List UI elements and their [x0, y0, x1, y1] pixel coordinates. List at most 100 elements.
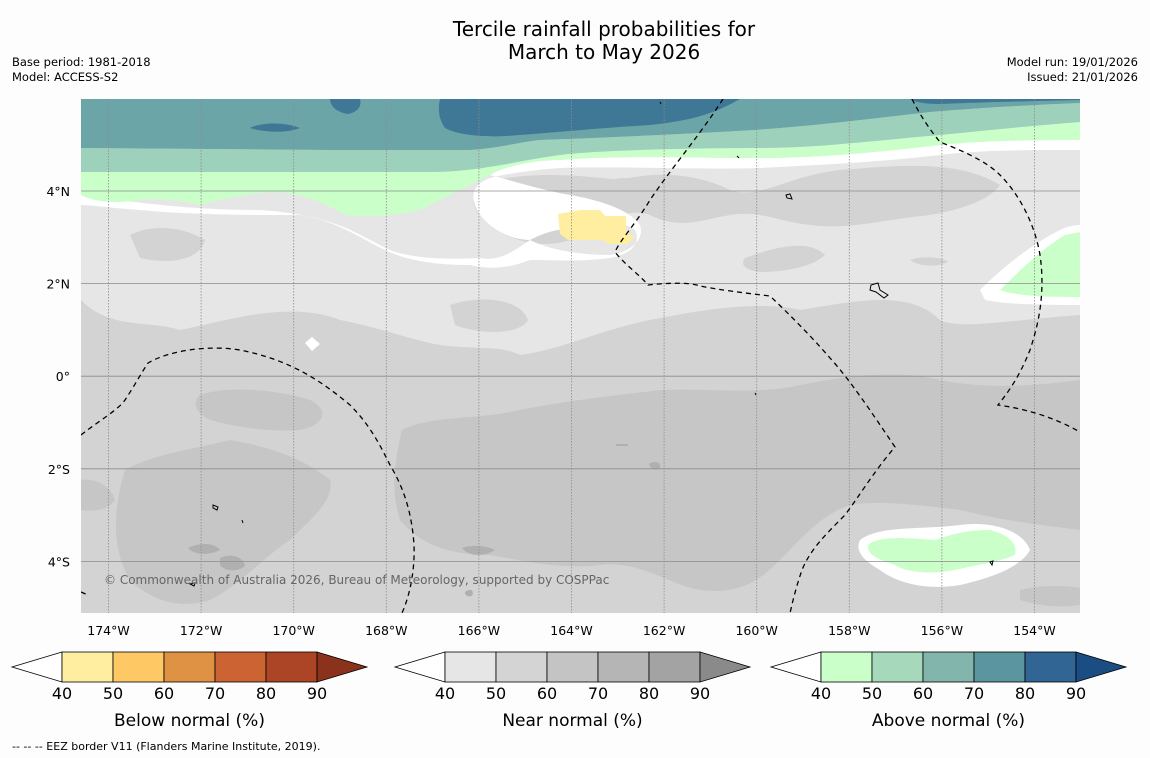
colorbar-tick-label: 50: [103, 684, 123, 703]
island-outline: [989, 560, 994, 567]
colorbar-segment: [648, 651, 701, 683]
longitude-label: 164°W: [550, 623, 592, 638]
colorbar-tick-label: 40: [52, 684, 72, 703]
longitude-labels: 174°W 172°W 170°W 168°W 166°W 164°W 162°W 160°W…: [87, 623, 1055, 638]
colorbar: 40 50 60 70 80 90 Above normal (%): [769, 651, 1128, 731]
colorbar-segment: [444, 651, 497, 683]
island-outline: [754, 392, 757, 396]
near-normal-region: [394, 374, 1080, 591]
colorbar-tick-label: 90: [1066, 684, 1086, 703]
colorbar-segment: [597, 651, 650, 683]
island-outline: [869, 282, 889, 299]
colorbar-tick-label: 50: [862, 684, 882, 703]
longitude-label: 166°W: [458, 623, 500, 638]
latitude-label: 4°S: [48, 554, 70, 569]
colorbar-tick-label: 80: [256, 684, 276, 703]
islands: [188, 101, 994, 587]
above-normal-region: [250, 123, 300, 132]
above-normal-region: [330, 99, 361, 114]
eez-border-line: [81, 591, 89, 596]
island-outline: [736, 155, 740, 159]
near-normal-region: [465, 589, 473, 597]
colorbar-segment: [163, 651, 216, 683]
colorbar-tick-label: 50: [486, 684, 506, 703]
colorbar-extend-low: [10, 651, 63, 683]
colorbar-segment: [214, 651, 267, 683]
colorbar-tick-label: 70: [588, 684, 608, 703]
below-normal-region: [558, 210, 634, 244]
latitude-label: 0°: [56, 369, 70, 384]
eez-borders: [81, 99, 1080, 613]
colorbar-segment: [871, 651, 924, 683]
meta-left: Base period: 1981-2018 Model: ACCESS-S2: [12, 55, 151, 85]
eez-footnote: -- -- -- EEZ border V11 (Flanders Marine…: [12, 740, 321, 753]
near-normal-region: [195, 389, 323, 431]
near-normal-region: [130, 228, 205, 261]
colorbar-title: Below normal (%): [114, 711, 265, 731]
latitude-label: 4°N: [46, 184, 70, 199]
near-normal-region: [450, 299, 528, 332]
colorbar-tick-label: 90: [307, 684, 327, 703]
island-outline: [241, 519, 244, 524]
colorbars: 40 50 60 70 80 90 Below normal (%) 40 50 60 70 80 90…: [10, 651, 1128, 731]
longitude-label: 170°W: [272, 623, 314, 638]
colorbar-segment: [1024, 651, 1077, 683]
near-normal-region: [685, 200, 712, 213]
map-plot: © Commonwealth of Australia 2026, Bureau…: [81, 99, 1080, 613]
longitude-label: 158°W: [828, 623, 870, 638]
latitude-labels: 4°N 2°N 0° 2°S 4°S: [46, 184, 70, 569]
colorbar-extend-high: [316, 651, 369, 683]
colorbar-tick-label: 60: [537, 684, 557, 703]
near-normal-region: [1020, 585, 1080, 607]
white-zone: [305, 337, 320, 351]
colorbar-segment: [973, 651, 1026, 683]
near-normal-region: [220, 555, 245, 571]
colorbar-segment: [265, 651, 318, 683]
colorbar-tick-label: 60: [154, 684, 174, 703]
above-normal-region: [81, 103, 1080, 172]
colorbar-tick-label: 40: [435, 684, 455, 703]
longitude-label: 168°W: [365, 623, 407, 638]
issued-date: Issued: 21/01/2026: [1027, 70, 1138, 84]
colorbar-tick-label: 90: [690, 684, 710, 703]
near-normal-region: [115, 440, 331, 604]
above-normal-region: [81, 122, 1080, 217]
longitude-label: 160°W: [735, 623, 777, 638]
colorbar-segment: [112, 651, 165, 683]
colorbar-extend-low: [393, 651, 446, 683]
title-line-1: Tercile rainfall probabilities for: [452, 17, 756, 41]
base-period: Base period: 1981-2018: [12, 55, 151, 69]
eez-border-line: [911, 99, 1080, 433]
colorbar: 40 50 60 70 80 90 Below normal (%): [10, 651, 369, 731]
colorbar-segment: [546, 651, 599, 683]
colorbar-tick-label: 70: [964, 684, 984, 703]
near-normal-region: [910, 257, 948, 266]
island-outline: [659, 101, 662, 105]
colorbar-segment: [820, 651, 873, 683]
longitude-label: 162°W: [643, 623, 685, 638]
title-line-2: March to May 2026: [507, 40, 701, 64]
colorbar-extend-high: [1075, 651, 1128, 683]
near-normal-region: [473, 165, 1000, 245]
longitude-label: 174°W: [87, 623, 129, 638]
above-normal-region: [1000, 232, 1080, 297]
near-normal-region: [743, 245, 825, 272]
colorbar-segment: [495, 651, 548, 683]
longitude-label: 154°W: [1013, 623, 1055, 638]
eez-border-line: [81, 347, 415, 613]
colorbar-extend-high: [699, 651, 752, 683]
near-normal-region: [455, 480, 482, 494]
colorbar-extend-low: [769, 651, 822, 683]
map-title: Tercile rainfall probabilities for March…: [0, 18, 1150, 64]
near-normal-region: [81, 479, 115, 511]
copyright-notice: © Commonwealth of Australia 2026, Bureau…: [104, 573, 609, 587]
longitude-label: 172°W: [180, 623, 222, 638]
colorbar-tick-label: 80: [639, 684, 659, 703]
above-normal-region: [438, 99, 740, 137]
colorbar-title: Above normal (%): [872, 711, 1025, 731]
colorbar-title: Near normal (%): [502, 711, 642, 731]
colorbar-tick-label: 60: [913, 684, 933, 703]
colorbar-segment: [922, 651, 975, 683]
latitude-label: 2°N: [46, 277, 70, 292]
